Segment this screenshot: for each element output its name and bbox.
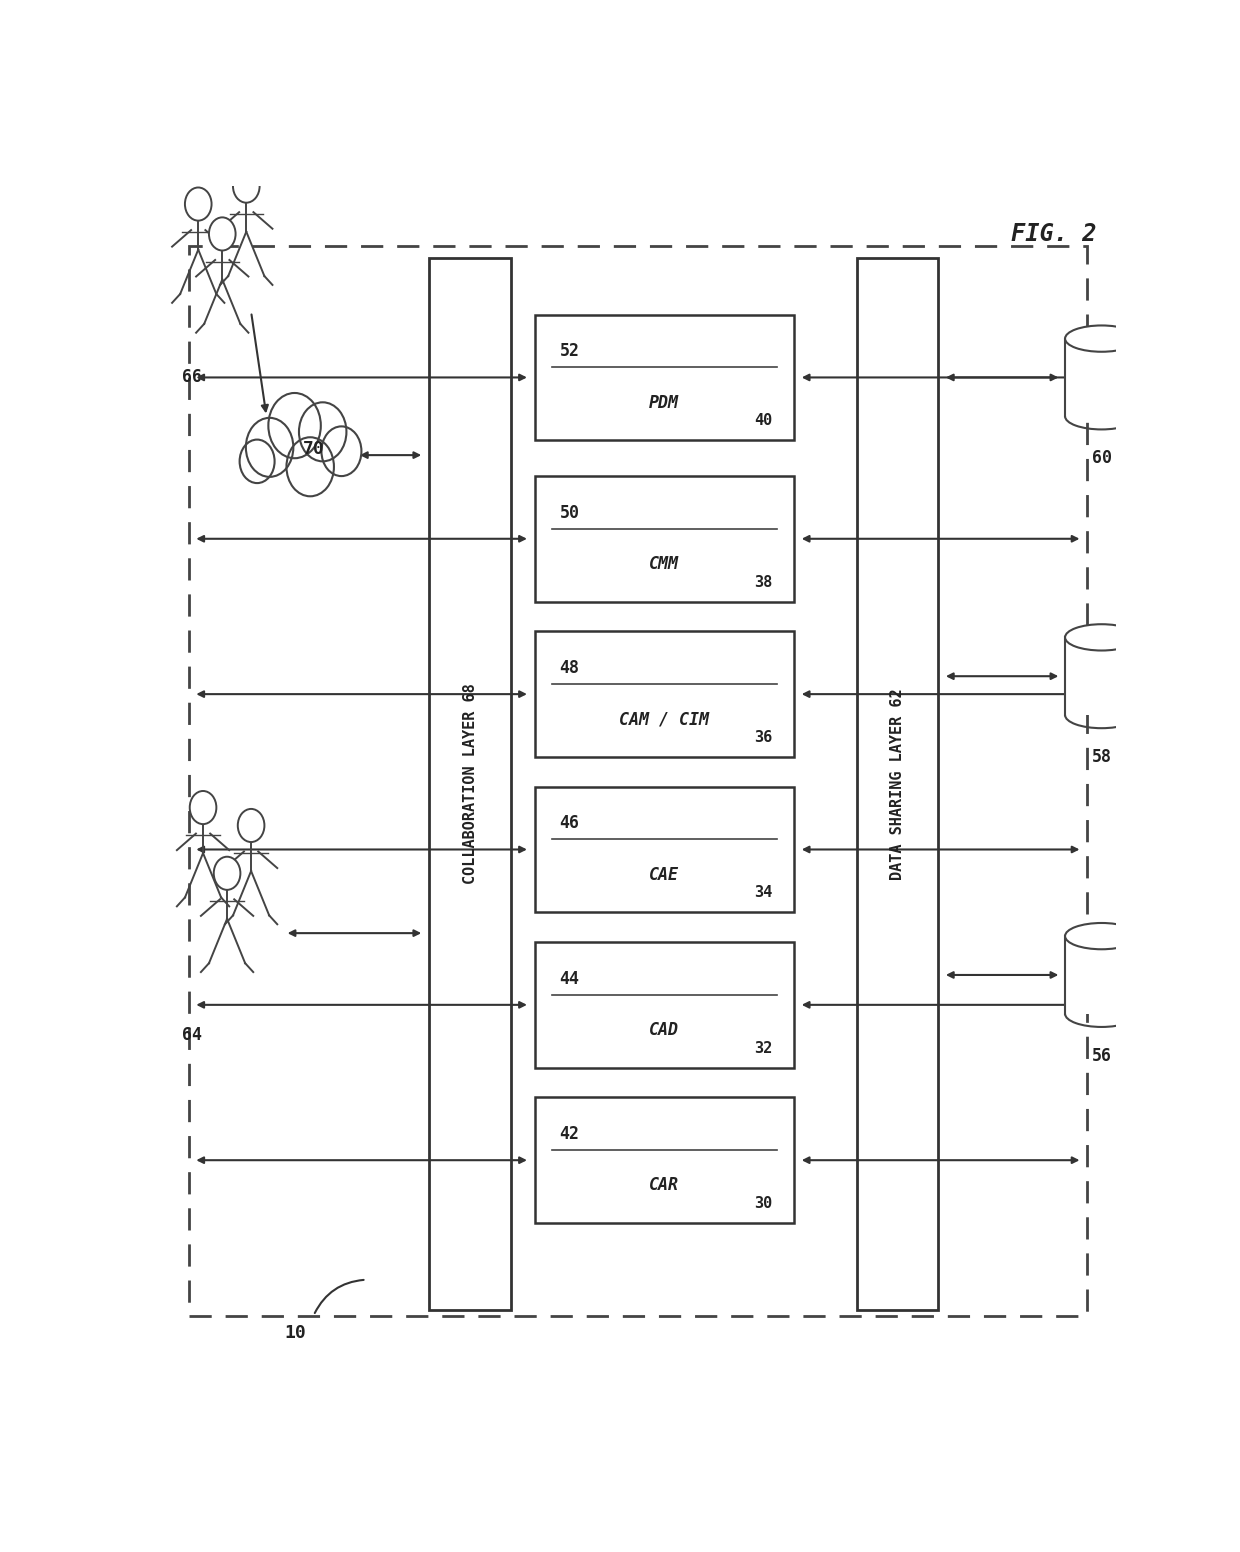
Text: 46: 46 (559, 815, 579, 832)
Circle shape (210, 217, 236, 250)
Bar (429, 258, 511, 1310)
Bar (552, 968, 776, 1031)
Circle shape (268, 393, 321, 458)
Text: CAM / CIM: CAM / CIM (619, 711, 709, 728)
Ellipse shape (1065, 326, 1138, 352)
Circle shape (286, 438, 334, 497)
Text: PDM: PDM (650, 394, 680, 411)
Text: 38: 38 (754, 574, 773, 590)
Text: 58: 58 (1091, 748, 1111, 765)
Bar (534, 1097, 794, 1223)
Text: 66: 66 (181, 368, 202, 386)
Text: 36: 36 (754, 729, 773, 745)
Text: COLLABORATION LAYER 68: COLLABORATION LAYER 68 (463, 683, 477, 885)
Text: 48: 48 (559, 660, 579, 677)
Circle shape (233, 169, 259, 203)
Text: FIG. 2: FIG. 2 (1011, 222, 1096, 247)
Text: 64: 64 (181, 1026, 202, 1043)
Bar (188, 247, 1087, 1316)
Bar (534, 632, 794, 757)
Bar (552, 658, 776, 720)
Circle shape (190, 792, 216, 824)
Text: 52: 52 (559, 341, 579, 360)
Circle shape (321, 427, 361, 476)
Bar (857, 258, 939, 1310)
Bar (1065, 338, 1138, 416)
Text: DATA SHARING LAYER 62: DATA SHARING LAYER 62 (890, 688, 905, 880)
Text: 40: 40 (754, 413, 773, 428)
Text: CAE: CAE (650, 866, 680, 883)
Bar (1065, 638, 1138, 715)
Text: CAD: CAD (650, 1021, 680, 1038)
Text: CAR: CAR (650, 1176, 680, 1195)
Circle shape (299, 402, 346, 461)
Circle shape (238, 809, 264, 843)
Bar (534, 942, 794, 1068)
Bar (534, 315, 794, 441)
Ellipse shape (1065, 923, 1138, 950)
Bar (552, 813, 776, 875)
Ellipse shape (1065, 624, 1138, 650)
Text: 42: 42 (559, 1125, 579, 1142)
Text: 10: 10 (285, 1324, 306, 1342)
Text: 50: 50 (559, 503, 579, 521)
Text: 56: 56 (1091, 1046, 1111, 1065)
Bar (552, 1124, 776, 1186)
Circle shape (213, 857, 241, 889)
Text: 34: 34 (754, 885, 773, 900)
Text: 32: 32 (754, 1041, 773, 1055)
Circle shape (185, 188, 212, 220)
Bar (534, 476, 794, 602)
Bar (534, 787, 794, 913)
Text: 70: 70 (303, 441, 325, 458)
Circle shape (246, 417, 294, 476)
Bar (552, 341, 776, 404)
Bar (1065, 936, 1138, 1013)
Circle shape (239, 439, 274, 483)
Text: 30: 30 (754, 1197, 773, 1211)
Bar (552, 503, 776, 565)
Text: 60: 60 (1091, 449, 1111, 467)
Text: 44: 44 (559, 970, 579, 987)
Text: CMM: CMM (650, 556, 680, 573)
